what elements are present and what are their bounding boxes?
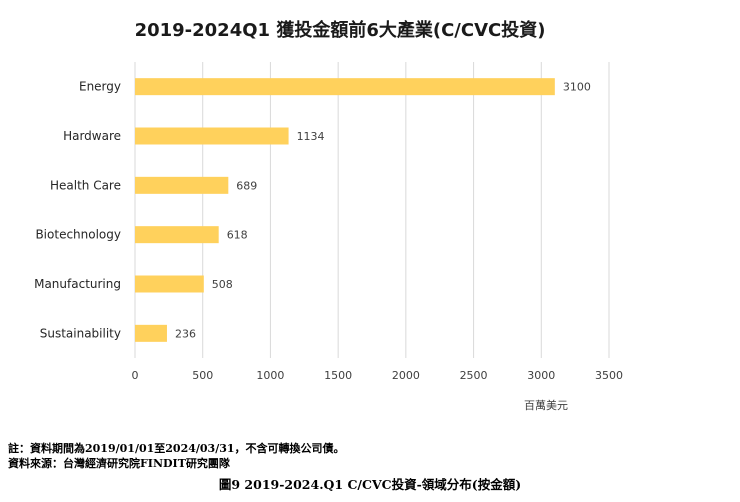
x-tick-label: 1000: [256, 369, 284, 382]
category-label: Manufacturing: [34, 277, 121, 291]
category-label: Hardware: [63, 129, 121, 143]
category-label: Energy: [79, 80, 121, 94]
value-label: 618: [227, 229, 248, 242]
category-labels: Energy Hardware Health Care Biotechnology Ma…: [34, 80, 121, 341]
bar-chart: Energy Hardware Health Care Biotechnology Ma…: [34, 62, 624, 412]
value-label: 3100: [563, 81, 591, 94]
x-tick-label: 2500: [460, 369, 488, 382]
note-source: 資料來源：台灣經濟研究院FINDIT研究團隊: [8, 457, 230, 470]
category-label: Sustainability: [40, 326, 121, 340]
x-tick-label: 3000: [527, 369, 555, 382]
bar: [135, 275, 204, 293]
bar: [135, 127, 289, 145]
x-tick-labels: 0 500 1000 1500 2000 2500 3000 3500: [132, 369, 624, 382]
category-label: Biotechnology: [35, 228, 121, 242]
note-period: 註：資料期間為2019/01/01至2024/03/31，不含可轉換公司債。: [8, 442, 345, 455]
value-label: 236: [175, 327, 196, 340]
gridlines: [134, 62, 610, 358]
x-tick-label: 3500: [595, 369, 623, 382]
bars: [135, 78, 555, 342]
value-label: 508: [212, 278, 233, 291]
value-labels: 3100 1134 689 618 508 236: [175, 81, 591, 341]
x-tick-label: 2000: [392, 369, 420, 382]
bar: [135, 226, 219, 244]
x-axis-label: 百萬美元: [524, 399, 568, 412]
bar: [135, 324, 167, 342]
x-tick-label: 0: [132, 369, 139, 382]
chart-title: 2019-2024Q1 獲投金額前6大產業(C/CVC投資): [134, 20, 546, 41]
value-label: 689: [236, 179, 257, 192]
x-tick-label: 1500: [324, 369, 352, 382]
figure-caption: 圖9 2019-2024.Q1 C/CVC投資-領域分布(按金額): [218, 477, 522, 492]
bar: [135, 78, 555, 96]
value-label: 1134: [297, 130, 325, 143]
bar: [135, 176, 229, 194]
x-tick-label: 500: [192, 369, 213, 382]
category-label: Health Care: [50, 178, 121, 192]
